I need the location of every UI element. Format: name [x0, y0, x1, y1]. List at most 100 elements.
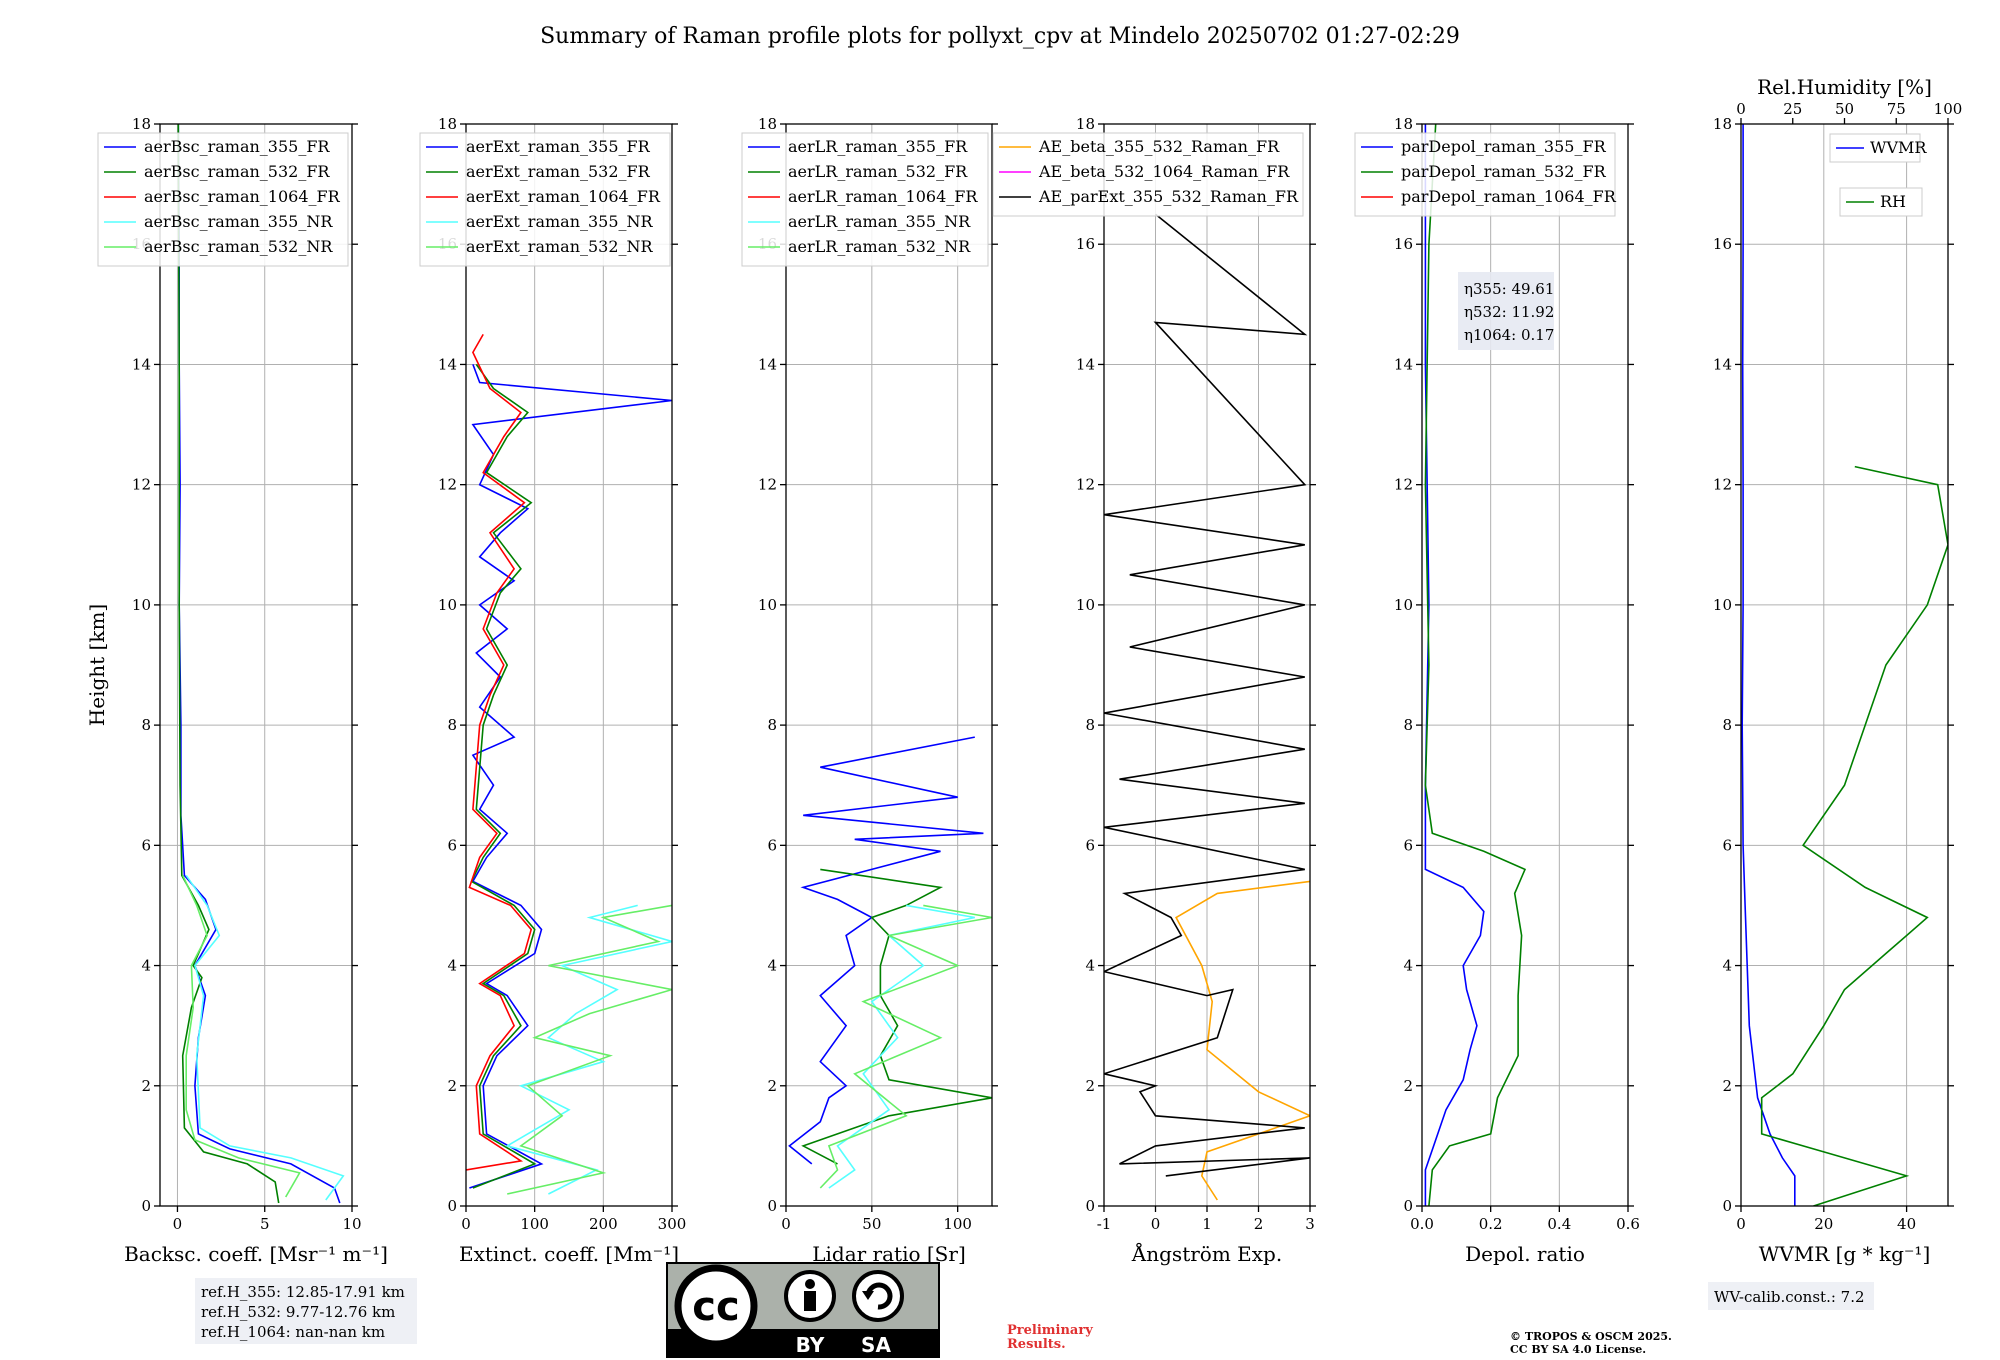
cc-logo-icon [674, 1264, 758, 1348]
y-tick-label: 18 [1713, 115, 1732, 133]
y-tick-label: 14 [1394, 355, 1413, 373]
ref-heights-box: ref.H_355: 12.85-17.91 km ref.H_532: 9.7… [195, 1278, 417, 1344]
series-line-aerBsc_raman_532_FR [177, 124, 280, 1204]
y-tick-label: 18 [438, 115, 457, 133]
series-line-aerExt_raman_1064_FR [466, 334, 533, 1171]
series-line-aerLR_raman_355_NR [828, 904, 975, 1189]
axes-frame [465, 123, 673, 1207]
y-tick-label: 2 [447, 1077, 457, 1095]
panel-3: 024681012141618050100Lidar ratio [Sr]aer… [741, 115, 998, 1266]
top-x-tick-label: 0 [1736, 100, 1746, 118]
y-axis-label: Height [km] [85, 604, 109, 726]
x-tick-label: 50 [862, 1215, 881, 1233]
y-tick-label: 18 [1076, 115, 1095, 133]
y-tick-label: 16 [1394, 235, 1413, 253]
x-tick-label: 0.6 [1616, 1215, 1640, 1233]
y-tick-label: 12 [438, 476, 457, 494]
y-tick-label: 6 [1722, 836, 1732, 854]
legend-entry: aerLR_raman_355_NR [788, 212, 971, 231]
y-tick-label: 10 [758, 596, 777, 614]
copyright-line-2: CC BY SA 4.0 License. [1510, 1343, 1646, 1356]
legend-box [419, 132, 671, 267]
series-line-AE_parExt_355_532_Raman_FR [1104, 213, 1310, 1177]
axes-frame [159, 123, 353, 1207]
series-line-aerExt_raman_532_FR [470, 363, 537, 1189]
legend-entry: aerExt_raman_1064_FR [466, 187, 661, 206]
x-axis-label: Depol. ratio [1465, 1242, 1585, 1266]
legend-entry: WVMR [1870, 138, 1927, 157]
panel-5: 0 2 4 6 8 10 12 14 16 18 0.0 0.2 0.4 0.6 Depol. ratio p… [1354, 115, 1640, 1266]
x-tick-label: -1 [1097, 1215, 1112, 1233]
y-tick-label: 16 [1076, 235, 1095, 253]
top-x-tick-label: 25 [1783, 100, 1802, 118]
y-tick-label: 4 [1403, 957, 1413, 975]
y-tick-label: 6 [447, 836, 457, 854]
preliminary-line-1: Preliminary [1007, 1323, 1093, 1338]
series-line-aerBsc_raman_355_FR [177, 124, 341, 1204]
x-tick-label: 0.4 [1547, 1215, 1571, 1233]
series-line-parDepol_raman_532_FR [1424, 124, 1527, 1206]
series-line-aerExt_raman_355_NR [505, 904, 672, 1195]
cc-license-badge: cc BY SA [666, 1262, 940, 1358]
y-tick-label: 6 [767, 836, 777, 854]
wv-calib-box: WV-calib.const.: 7.2 [1708, 1282, 1874, 1310]
panel-1: 0246810121416180510Backsc. coeff. [Msr⁻¹… [97, 115, 388, 1266]
legend-box [741, 132, 989, 267]
legend-box [992, 132, 1304, 217]
y-tick-label: 8 [447, 716, 457, 734]
x-tick-label: 100 [520, 1215, 549, 1233]
license-by: BY [796, 1333, 825, 1357]
x-tick-label: 0 [461, 1215, 471, 1233]
y-tick-label: 18 [132, 115, 151, 133]
x-tick-label: 1 [1202, 1215, 1212, 1233]
ref-h-532: ref.H_532: 9.77-12.76 km [201, 1303, 395, 1321]
series-line-aerExt_raman_532_NR [507, 904, 672, 1195]
x-tick-label: 200 [589, 1215, 618, 1233]
x-axis-label: WVMR [g * kg⁻¹] [1759, 1242, 1931, 1266]
y-tick-label: 0 [767, 1197, 777, 1215]
y-tick-label: 8 [1722, 716, 1732, 734]
y-tick-label: 10 [1713, 596, 1732, 614]
legend-entry: aerBsc_raman_355_FR [144, 137, 330, 156]
series-group [1741, 124, 1948, 1206]
legend-entry: aerExt_raman_532_FR [466, 162, 651, 181]
legend-entry: parDepol_raman_355_FR [1401, 137, 1607, 156]
y-tick-label: 14 [132, 355, 151, 373]
y-tick-label: 4 [141, 957, 151, 975]
series-line-RH [1760, 465, 1948, 1206]
series-group [1424, 124, 1527, 1206]
share-alike-icon [852, 1270, 904, 1322]
y-tick-label: 8 [767, 716, 777, 734]
wv-calib-const: WV-calib.const.: 7.2 [1714, 1288, 1865, 1306]
y-tick-label: 6 [1403, 836, 1413, 854]
eta-value: η1064: 0.17 [1464, 326, 1554, 344]
legend-entry: aerExt_raman_355_NR [466, 212, 654, 231]
x-tick-label: 0 [173, 1215, 183, 1233]
y-tick-label: 12 [758, 476, 777, 494]
panel-2: 0246810121416180100200300Extinct. coeff.… [419, 115, 686, 1266]
y-tick-label: 12 [1076, 476, 1095, 494]
x-tick-label: 5 [260, 1215, 270, 1233]
y-tick-label: 0 [1085, 1197, 1095, 1215]
series-group [1104, 213, 1310, 1201]
y-tick-label: 16 [1713, 235, 1732, 253]
legend-entry: aerExt_raman_532_NR [466, 237, 654, 256]
top-axis-label: Rel.Humidity [%] [1757, 75, 1932, 99]
y-tick-label: 10 [132, 596, 151, 614]
y-tick-label: 2 [767, 1077, 777, 1095]
x-axis-label: Backsc. coeff. [Msr⁻¹ m⁻¹] [124, 1242, 388, 1266]
y-tick-label: 4 [1722, 957, 1732, 975]
x-tick-label: 0 [1736, 1215, 1746, 1233]
eta-box [1458, 272, 1554, 350]
y-tick-label: 10 [1394, 596, 1413, 614]
eta-value: η355: 49.61 [1464, 280, 1554, 298]
x-axis-label: Ångström Exp. [1131, 1241, 1282, 1266]
x-tick-label: 3 [1305, 1215, 1315, 1233]
y-tick-label: 14 [758, 355, 777, 373]
x-tick-label: 100 [943, 1215, 972, 1233]
x-tick-label: 0.2 [1479, 1215, 1503, 1233]
series-line-AE_beta_355_532_Raman_FR [1175, 880, 1310, 1201]
y-tick-label: 4 [447, 957, 457, 975]
y-tick-label: 12 [132, 476, 151, 494]
cc-logo-text: cc [692, 1284, 739, 1330]
